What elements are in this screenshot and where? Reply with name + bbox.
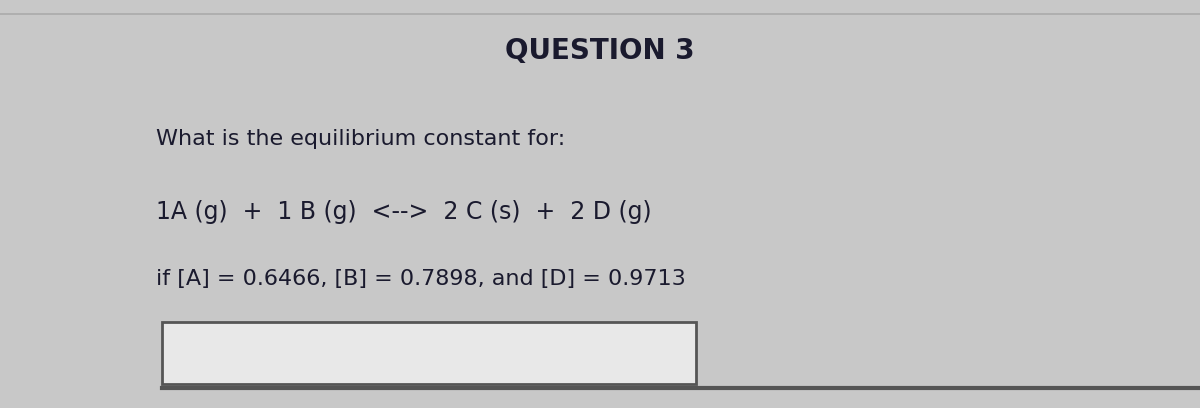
Text: What is the equilibrium constant for:: What is the equilibrium constant for: (156, 129, 565, 149)
Text: QUESTION 3: QUESTION 3 (505, 37, 695, 65)
Bar (162, 322, 696, 384)
Text: 1A (g)  +  1 B (g)  <-->  2 C (s)  +  2 D (g): 1A (g) + 1 B (g) <--> 2 C (s) + 2 D (g) (156, 200, 652, 224)
Text: if [A] = 0.6466, [B] = 0.7898, and [D] = 0.9713: if [A] = 0.6466, [B] = 0.7898, and [D] =… (156, 269, 685, 290)
